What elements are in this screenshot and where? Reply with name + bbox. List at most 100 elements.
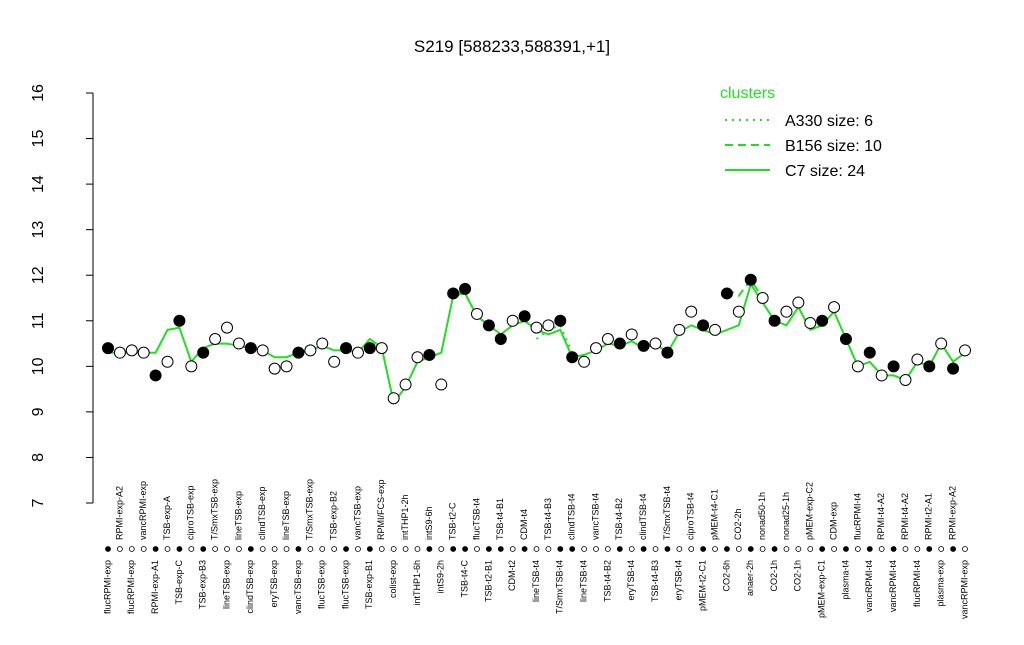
rug-mark	[378, 546, 385, 552]
rug-mark	[509, 546, 516, 552]
rug-mark	[605, 546, 611, 552]
x-tick-label: vancRPMI-exp	[138, 481, 148, 540]
x-tick-label: TSB-t2-B1	[483, 560, 493, 602]
rug-mark	[117, 546, 123, 552]
point	[280, 360, 293, 373]
rug-mark	[200, 546, 207, 552]
rug-mark	[712, 546, 718, 552]
point	[268, 362, 281, 375]
rug-mark	[747, 546, 754, 552]
y-tick-label: 12	[30, 266, 47, 284]
x-tick-label: intTHP1-6h	[412, 560, 422, 606]
x-tick-label: TSB-exp-B3	[198, 560, 208, 609]
x-tick-label: CDM-t4	[519, 509, 529, 540]
point	[590, 342, 603, 355]
x-tick-label: TSB-exp-A	[162, 496, 172, 540]
point	[911, 353, 924, 366]
rug-mark	[866, 546, 873, 552]
point	[423, 348, 436, 361]
x-tick-label: vancRPMI-t4	[864, 560, 874, 612]
x-tick-label: CO2-6h	[721, 560, 731, 592]
x-tick-label: eryTSB-t4	[626, 560, 636, 601]
point	[554, 314, 567, 327]
point	[578, 355, 591, 368]
x-tick-label: TSB-t4-C	[459, 560, 469, 598]
point	[125, 344, 138, 357]
chart-title: S219 [588233,588391,+1]	[414, 37, 610, 56]
rug-mark	[759, 546, 766, 552]
rug-mark	[355, 546, 361, 552]
x-tick-label: flucRPMI-t4	[852, 493, 862, 540]
rug-mark	[105, 546, 111, 552]
x-tick-label: nonad25-1h	[781, 492, 791, 540]
x-tick-label: vancRPMI-exp	[959, 560, 969, 619]
y-tick-label: 8	[30, 453, 47, 462]
point	[375, 342, 388, 355]
point	[340, 342, 353, 355]
point	[494, 333, 507, 345]
rug-mark	[640, 546, 647, 552]
rug-mark	[616, 546, 623, 552]
rug-mark	[247, 546, 254, 552]
point	[518, 310, 531, 323]
x-tick-label: TSB-t4-B3	[543, 498, 553, 540]
rug-mark	[533, 546, 540, 552]
point	[173, 314, 186, 327]
rug-mark	[307, 546, 314, 552]
point	[244, 342, 257, 355]
x-tick-label: flucTSB-exp	[340, 560, 350, 609]
x-tick-label: RPMI-exp-A2	[114, 486, 124, 540]
point	[863, 346, 876, 359]
point	[351, 346, 364, 359]
x-tick-label: CO2-1h	[769, 560, 779, 592]
x-tick-label: intS9-6h	[424, 506, 434, 540]
y-tick-label: 14	[30, 175, 47, 193]
point	[292, 346, 305, 359]
point	[887, 360, 900, 373]
point	[673, 323, 686, 336]
point	[744, 273, 757, 286]
rug-mark	[664, 546, 671, 552]
x-tick-label: T/SmxTSB-t4	[662, 486, 672, 540]
rug-mark	[581, 546, 588, 552]
point	[709, 323, 722, 336]
point	[685, 305, 698, 318]
x-tick-label: RPMI-t4-A2	[900, 493, 910, 540]
y-tick-label: 10	[30, 357, 47, 375]
x-tick-label: eryTSB-t4	[674, 560, 684, 601]
rug-mark	[402, 546, 409, 552]
x-tick-label: nonad50-1h	[757, 492, 767, 540]
x-tick-label: ciproTSB-t4	[686, 492, 696, 540]
rug-mark	[878, 546, 885, 552]
point	[221, 321, 234, 334]
rug-mark	[462, 546, 468, 552]
rug-mark	[271, 546, 278, 552]
rug-mark	[164, 546, 171, 552]
point	[209, 333, 222, 345]
point	[851, 360, 864, 373]
x-tick-label: clindTSB-t4	[638, 493, 648, 540]
x-tick-label: TSB-exp-B1	[364, 560, 374, 609]
x-tick-label: vancTSB-exp	[352, 486, 362, 540]
point	[435, 378, 448, 391]
x-tick-label: RPMI-exp-A2	[947, 486, 957, 540]
rug-mark	[676, 546, 683, 552]
legend-label: B156 size: 10	[785, 138, 882, 155]
rug-mark	[140, 546, 147, 552]
point	[363, 342, 376, 355]
point	[839, 333, 852, 345]
y-tick-label: 7	[30, 498, 47, 507]
x-tick-label: vancTSB-exp	[293, 560, 303, 614]
x-tick-label: T/SmxTSB-t4	[555, 560, 565, 614]
rug-mark	[224, 546, 230, 552]
x-tick-label: intTHP1-2h	[400, 494, 410, 540]
rug-mark	[152, 546, 159, 552]
x-tick-label: flucTSB-exp	[317, 560, 327, 609]
x-tick-label: lineTSB-t4	[531, 560, 541, 602]
point	[328, 355, 341, 368]
point	[780, 305, 793, 318]
point	[399, 378, 412, 391]
point	[530, 321, 543, 334]
x-tick-label: clindTSB-exp	[257, 486, 267, 540]
rug-mark	[926, 546, 933, 552]
